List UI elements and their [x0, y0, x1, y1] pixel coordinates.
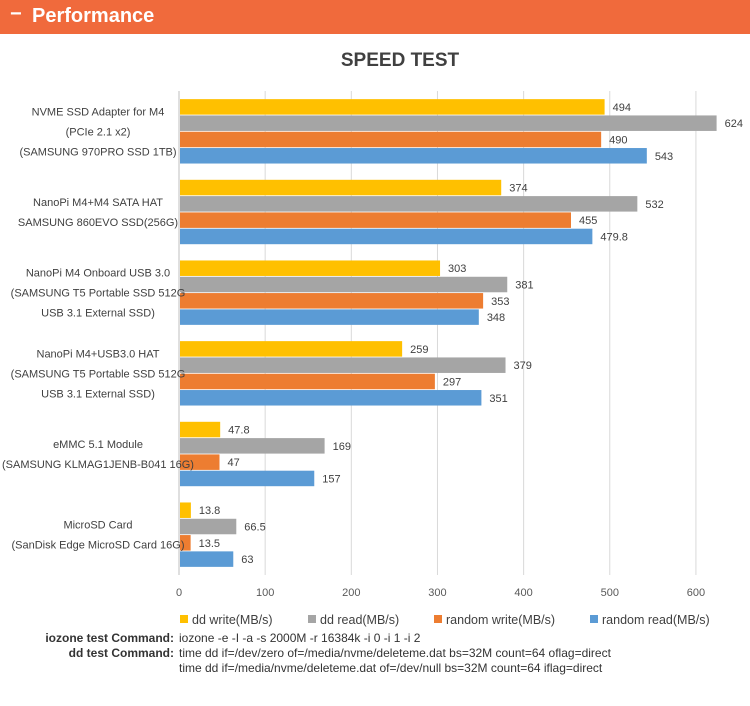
- iozone-command-label: iozone test Command:: [45, 631, 174, 645]
- category-label: NanoPi M4 Onboard USB 3.0: [26, 268, 170, 280]
- data-label: 157: [322, 473, 340, 485]
- data-label: 494: [613, 102, 631, 114]
- legend-swatch: [434, 615, 442, 623]
- data-label: 63: [241, 554, 253, 566]
- chart-title: SPEED TEST: [340, 50, 460, 71]
- data-label: 543: [655, 151, 673, 163]
- bar: [180, 99, 605, 115]
- data-label: 351: [489, 393, 507, 405]
- legend-swatch: [590, 615, 598, 623]
- section-title: Performance: [32, 5, 155, 27]
- legend-label: random write(MB/s): [446, 613, 555, 627]
- data-label: 624: [725, 118, 743, 130]
- x-tick-label: 200: [342, 587, 360, 599]
- data-label: 297: [443, 376, 461, 388]
- data-label: 259: [410, 344, 428, 356]
- category-label: NanoPi M4+M4 SATA HAT: [33, 197, 163, 209]
- bar: [180, 131, 602, 148]
- bar: [180, 357, 506, 373]
- data-label: 47: [227, 457, 239, 469]
- data-label: 66.5: [244, 522, 265, 534]
- category-label: NVME SSD Adapter for M4: [32, 106, 165, 118]
- bar: [180, 341, 403, 357]
- category-label: USB 3.1 External SSD): [41, 308, 155, 320]
- bar: [180, 438, 325, 454]
- data-label: 303: [448, 263, 466, 275]
- x-tick-label: 600: [687, 587, 705, 599]
- bar: [180, 148, 647, 164]
- section-header[interactable]: − Performance: [0, 0, 750, 34]
- data-label: 47.8: [228, 425, 249, 437]
- data-label: 169: [333, 441, 351, 453]
- data-label: 348: [487, 312, 505, 324]
- bar: [180, 470, 315, 487]
- minus-icon[interactable]: −: [10, 3, 22, 25]
- category-label: (PCIe 2.1 x2): [66, 126, 131, 138]
- bar: [180, 390, 482, 406]
- category-label: (SAMSUNG 970PRO SSD 1TB): [19, 146, 176, 158]
- bar: [180, 276, 508, 293]
- dd-command-label: dd test Command:: [68, 646, 174, 660]
- bar: [180, 551, 234, 567]
- category-label: (SanDisk Edge MicroSD Card 16G): [11, 540, 184, 552]
- data-label: 479.8: [600, 231, 628, 243]
- x-tick-label: 0: [176, 587, 182, 599]
- legend-swatch: [308, 615, 316, 623]
- category-label: (SAMSUNG T5 Portable SSD 512G: [11, 368, 186, 380]
- legend-label: random read(MB/s): [602, 613, 710, 627]
- bar: [180, 196, 638, 212]
- data-label: 13.8: [199, 505, 220, 517]
- data-label: 374: [509, 183, 527, 195]
- x-tick-label: 500: [601, 587, 619, 599]
- x-tick-label: 100: [256, 587, 274, 599]
- bar: [180, 373, 435, 390]
- category-label: eMMC 5.1 Module: [53, 439, 143, 451]
- iozone-command: iozone -e -I -a -s 2000M -r 16384k -i 0 …: [179, 631, 421, 645]
- category-label: SAMSUNG 860EVO SSD(256G): [18, 217, 178, 229]
- data-label: 455: [579, 215, 597, 227]
- data-label: 381: [515, 280, 533, 292]
- bar: [180, 421, 221, 438]
- category-label: MicroSD Card: [63, 520, 132, 532]
- bar: [180, 535, 191, 551]
- legend-swatch: [180, 615, 188, 623]
- bar: [180, 309, 479, 325]
- legend-label: dd read(MB/s): [320, 613, 399, 627]
- data-label: 379: [514, 360, 532, 372]
- category-label: (SAMSUNG T5 Portable SSD 512G: [11, 288, 186, 300]
- bar: [180, 260, 441, 276]
- dd-write-command: time dd if=/dev/zero of=/media/nvme/dele…: [179, 646, 611, 660]
- legend-label: dd write(MB/s): [192, 613, 273, 627]
- data-label: 353: [491, 296, 509, 308]
- bar: [180, 179, 502, 196]
- bar: [180, 115, 717, 131]
- bar: [180, 518, 237, 535]
- category-label: USB 3.1 External SSD): [41, 388, 155, 400]
- x-tick-label: 300: [428, 587, 446, 599]
- data-label: 13.5: [199, 538, 220, 550]
- bar: [180, 228, 593, 245]
- data-label: 490: [609, 134, 627, 146]
- category-label: (SAMSUNG KLMAG1JENB-B041 16G): [2, 459, 194, 471]
- bar: [180, 212, 571, 228]
- bar: [180, 454, 220, 470]
- bar: [180, 502, 191, 518]
- x-tick-label: 400: [514, 587, 532, 599]
- bar: [180, 293, 484, 309]
- data-label: 532: [645, 199, 663, 211]
- dd-read-command: time dd if=/media/nvme/deleteme.dat of=/…: [179, 661, 603, 675]
- category-label: NanoPi M4+USB3.0 HAT: [37, 348, 160, 360]
